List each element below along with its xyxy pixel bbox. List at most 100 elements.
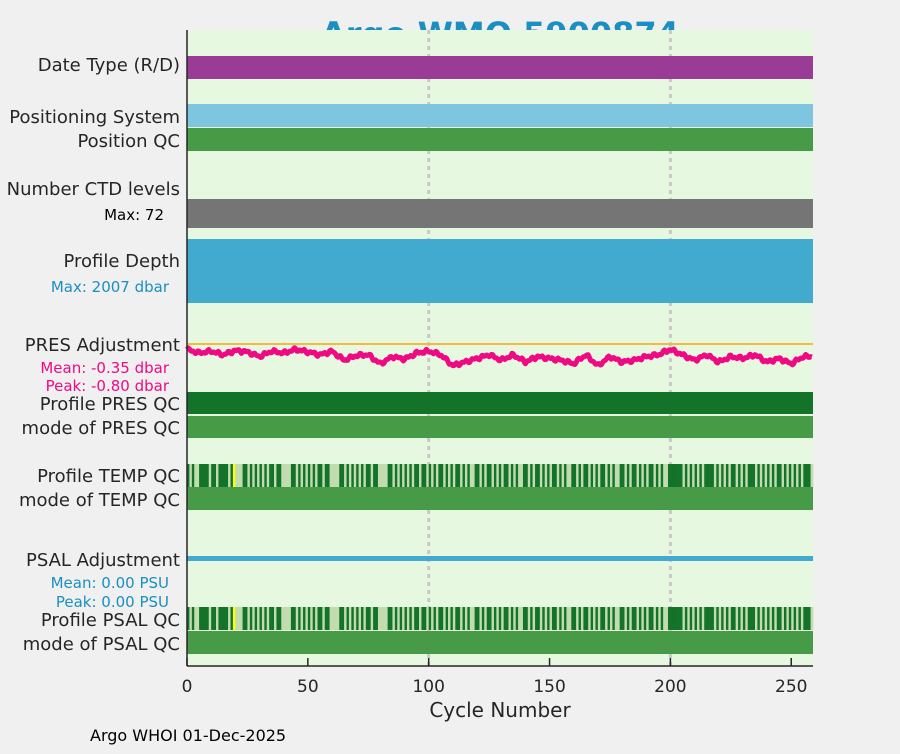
temp-qc-stripe — [448, 464, 451, 487]
bar-mode-temp-qc — [187, 487, 813, 510]
temp-qc-stripe — [218, 464, 222, 487]
temp-qc-stripe — [571, 464, 575, 487]
temp-qc-stripe — [220, 464, 224, 487]
temp-qc-stripe — [450, 464, 454, 487]
temp-qc-stripe — [810, 464, 814, 487]
temp-qc-stripe — [305, 464, 309, 487]
psal-qc-stripe — [477, 607, 480, 630]
temp-qc-stripe — [460, 464, 463, 487]
psal-qc-stripe — [733, 607, 736, 630]
x-tick-label: 0 — [182, 677, 193, 697]
temp-qc-stripe — [455, 464, 459, 487]
temp-qc-stripe — [303, 464, 306, 487]
psal-qc-stripe — [201, 607, 205, 630]
temp-qc-stripe — [194, 464, 197, 487]
temp-qc-stripe — [368, 464, 371, 487]
psal-qc-stripe — [286, 607, 289, 630]
temp-qc-stripe — [433, 464, 437, 487]
temp-qc-stripe — [390, 464, 393, 487]
temp-qc-stripe — [605, 464, 608, 487]
psal-qc-stripe — [682, 607, 686, 630]
psal-qc-stripe — [467, 607, 471, 630]
temp-qc-stripe — [723, 464, 727, 487]
temp-qc-stripe — [438, 464, 442, 487]
psal-qc-stripe — [638, 607, 642, 630]
bar-positioning-system — [187, 104, 813, 127]
temp-qc-stripe — [783, 464, 787, 487]
psal-qc-stripe — [595, 607, 599, 630]
temp-qc-stripe — [274, 464, 277, 487]
psal-qc-stripe — [421, 607, 425, 630]
label-pres-mean: Mean: -0.35 dbar — [40, 359, 170, 377]
psal-qc-stripe — [742, 607, 746, 630]
temp-qc-stripe — [595, 464, 599, 487]
psal-qc-stripe — [382, 607, 386, 630]
psal-qc-stripe — [612, 607, 616, 630]
psal-qc-stripe — [687, 607, 691, 630]
temp-qc-stripe — [791, 464, 794, 487]
psal-qc-stripe — [290, 607, 294, 630]
psal-qc-stripe — [728, 607, 732, 630]
psal-qc-stripe — [208, 607, 212, 630]
psal-qc-stripe — [532, 607, 536, 630]
psal-qc-stripe — [781, 607, 785, 630]
temp-qc-stripe — [307, 464, 311, 487]
temp-qc-stripe — [527, 464, 531, 487]
psal-qc-stripe — [709, 607, 712, 630]
psal-qc-stripe — [694, 607, 698, 630]
psal-qc-stripe — [583, 607, 587, 630]
label-date-type: Date Type (R/D) — [38, 55, 180, 76]
temp-qc-stripe — [590, 464, 594, 487]
psal-qc-stripe — [245, 607, 248, 630]
psal-qc-stripe — [535, 607, 538, 630]
psal-qc-stripe — [211, 607, 214, 630]
temp-qc-stripe — [271, 464, 275, 487]
temp-qc-stripe — [380, 464, 384, 487]
psal-qc-stripe — [351, 607, 355, 630]
temp-qc-stripe — [257, 464, 260, 487]
psal-qc-stripe — [696, 607, 700, 630]
psal-qc-stripe — [259, 607, 263, 630]
psal-qc-stripe — [556, 607, 560, 630]
temp-qc-stripe — [631, 464, 635, 487]
psal-qc-stripe — [636, 607, 640, 630]
psal-qc-stripe — [641, 607, 645, 630]
psal-qc-stripe — [433, 607, 437, 630]
temp-qc-stripe — [684, 464, 688, 487]
bar-date-type — [187, 56, 813, 79]
temp-qc-stripe — [675, 464, 678, 487]
temp-qc-stripe — [670, 464, 674, 487]
psal-qc-stripe — [440, 607, 444, 630]
temp-qc-stripe — [269, 464, 272, 487]
temp-qc-stripe — [612, 464, 616, 487]
psal-qc-stripe — [257, 607, 260, 630]
temp-qc-stripe — [479, 464, 483, 487]
x-tick-label: 150 — [533, 677, 565, 697]
temp-qc-stripe — [498, 464, 502, 487]
psal-qc-stripe — [525, 607, 529, 630]
temp-qc-stripe — [535, 464, 538, 487]
psal-qc-stripe — [324, 607, 328, 630]
temp-qc-stripe — [373, 464, 376, 487]
psal-qc-stripe — [288, 607, 292, 630]
temp-qc-stripe — [585, 464, 589, 487]
temp-qc-stripe — [474, 464, 478, 487]
psal-qc-stripe — [191, 607, 195, 630]
temp-qc-stripe — [416, 464, 420, 487]
psal-qc-stripe — [740, 607, 744, 630]
temp-qc-stripe — [600, 464, 604, 487]
psal-qc-stripe — [469, 607, 473, 630]
psal-qc-stripe — [725, 607, 729, 630]
temp-qc-stripe — [375, 464, 379, 487]
psal-qc-stripe — [489, 607, 492, 630]
temp-qc-stripe — [629, 464, 633, 487]
psal-qc-stripe — [448, 607, 451, 630]
label-psal-adjustment: PSAL Adjustment — [26, 550, 180, 571]
psal-qc-stripe — [580, 607, 584, 630]
temp-qc-stripe — [805, 464, 809, 487]
temp-qc-stripe — [689, 464, 693, 487]
label-position-qc: Position QC — [77, 131, 180, 152]
psal-qc-stripe — [228, 607, 231, 630]
temp-qc-stripe — [428, 464, 432, 487]
temp-qc-stripe — [667, 464, 671, 487]
